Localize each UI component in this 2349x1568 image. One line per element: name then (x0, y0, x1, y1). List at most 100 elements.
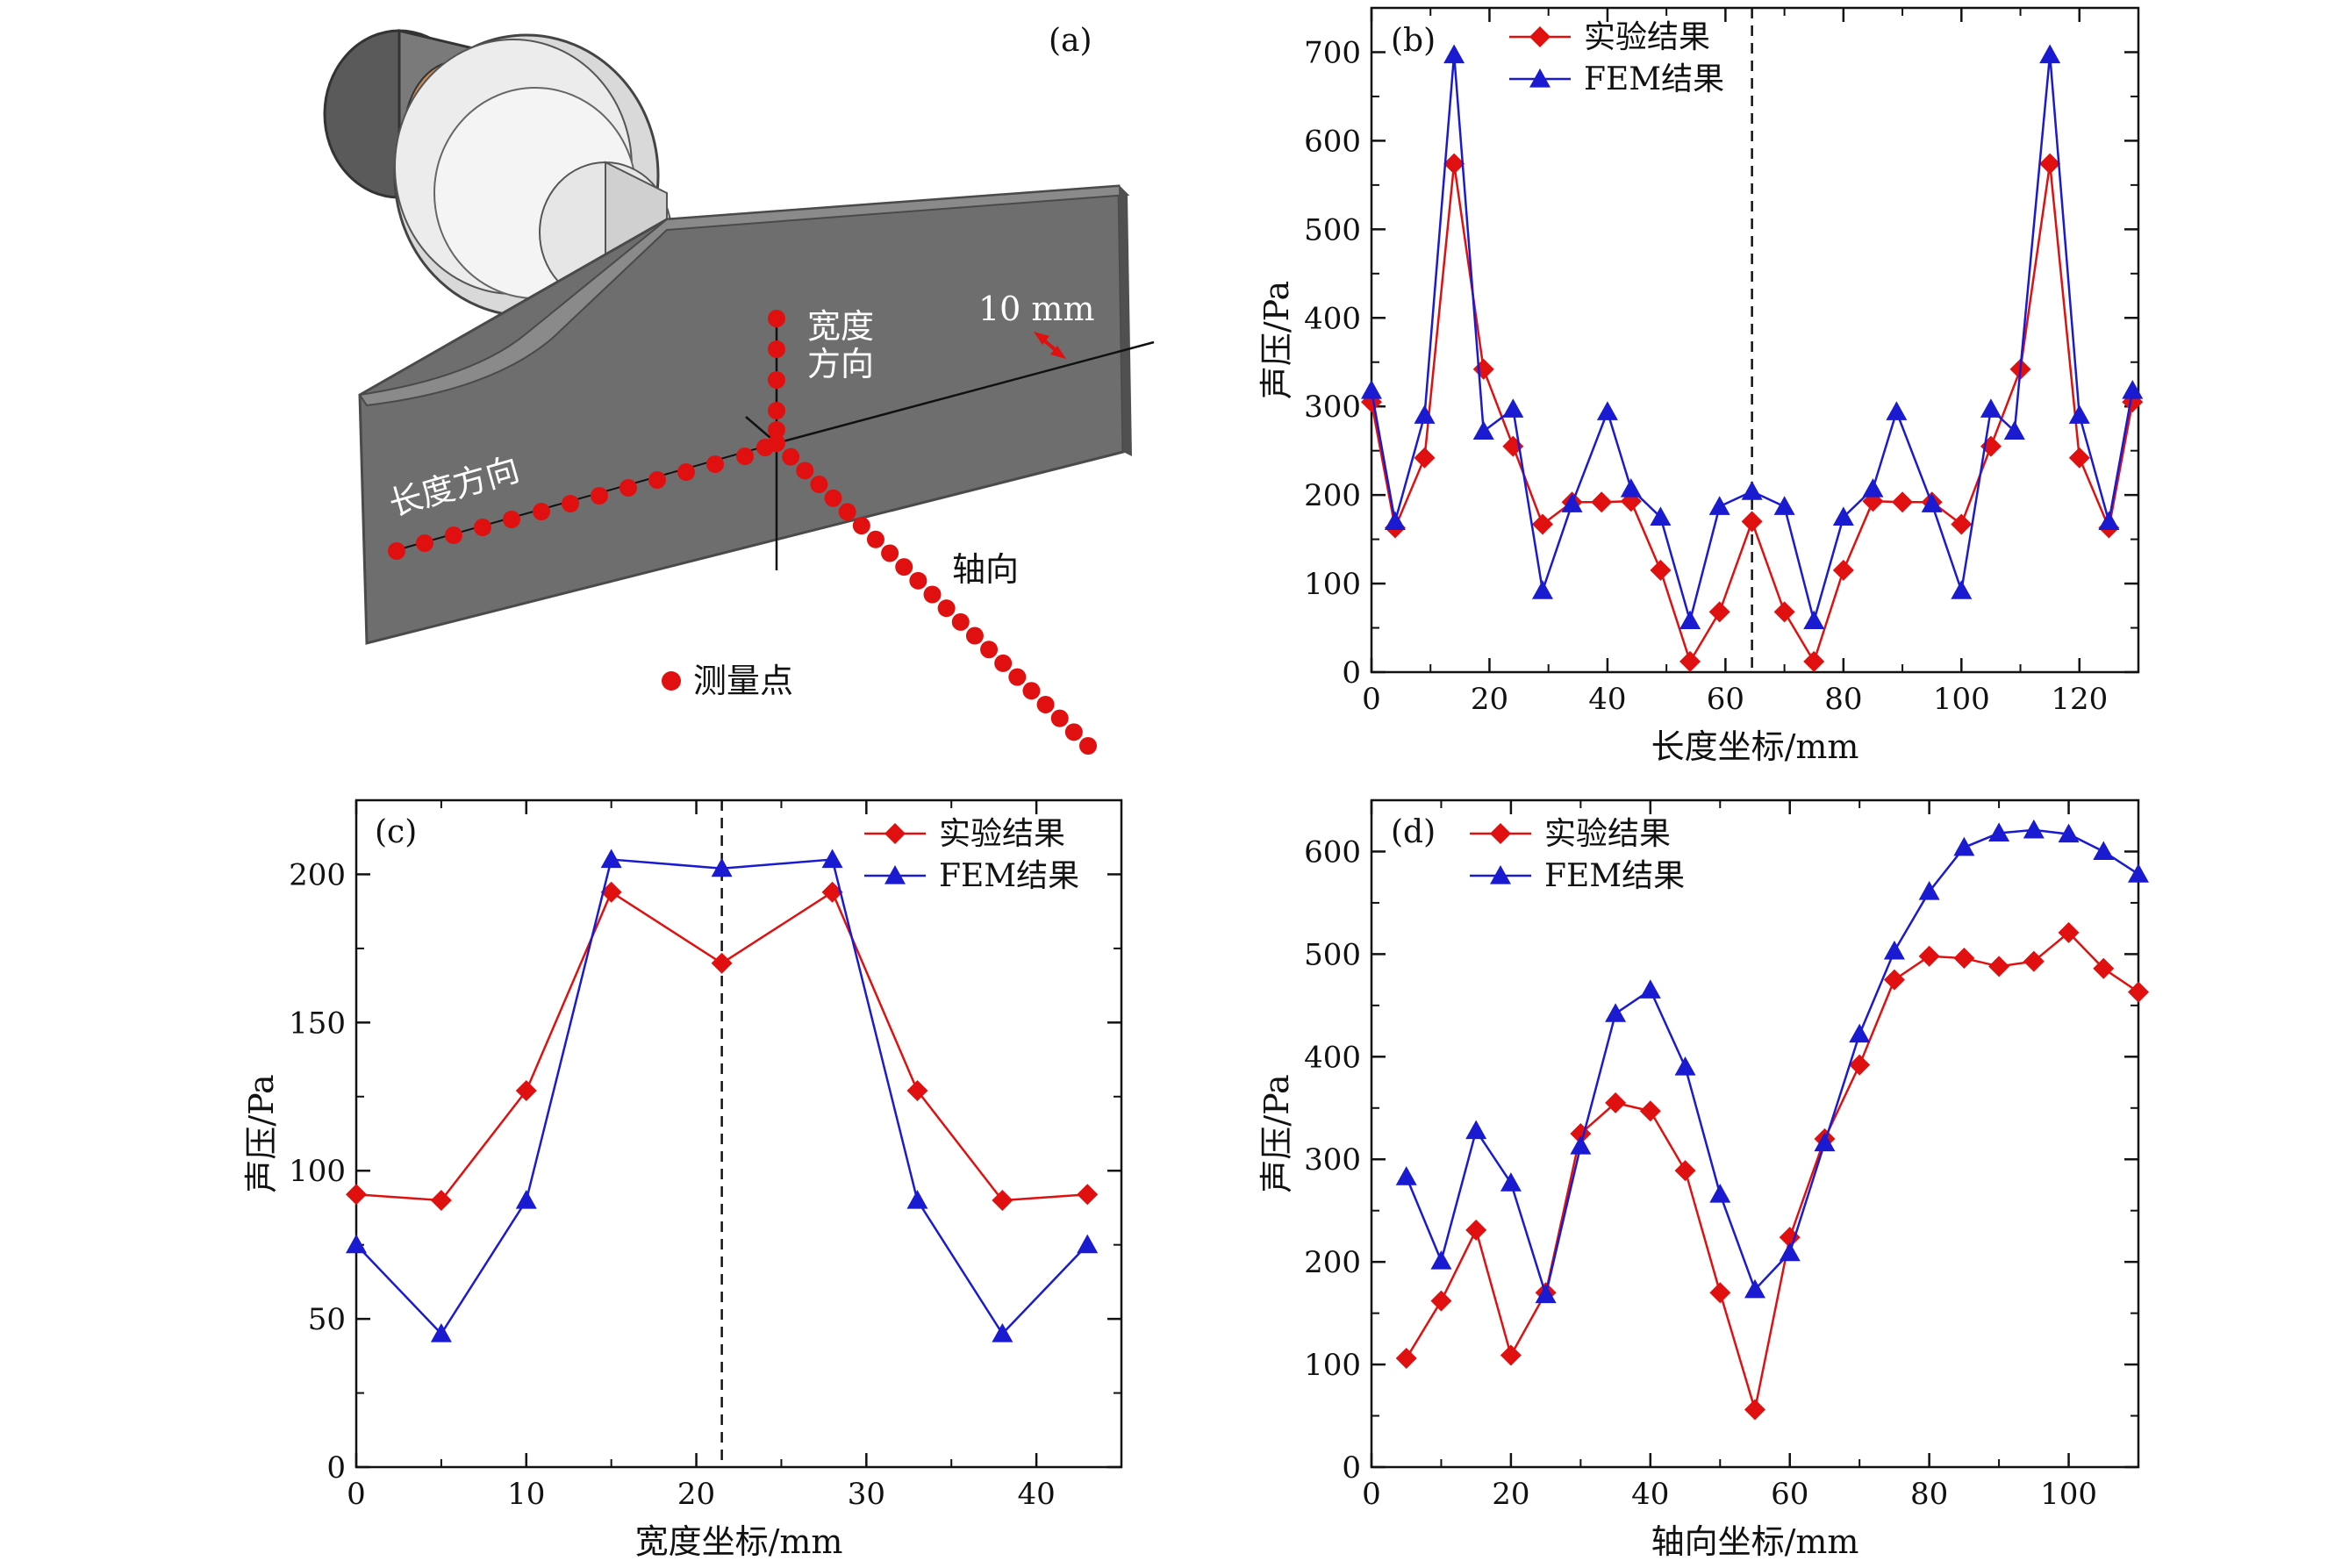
fem-data-point (2068, 405, 2090, 424)
exp-data-point (1395, 1348, 1417, 1370)
chart-b-series (1361, 44, 2144, 672)
exp-data-point (2023, 950, 2045, 972)
chart-d-legend-fem: FEM结果 (1544, 858, 1685, 894)
y-tick-label: 300 (1304, 1142, 1361, 1178)
fem-data-point (1709, 1183, 1731, 1203)
chart-b-axes: 0 20 40 60 80 100 120 0 100 200 300 400 500 600 700 (1304, 8, 2138, 717)
measurement-point (1022, 682, 1041, 700)
x-tick-label: 20 (1492, 1477, 1529, 1512)
fem-data-point (515, 1190, 537, 1209)
exp-data-point (1443, 153, 1465, 175)
legend-exp-marker (1490, 823, 1511, 844)
legend-point-marker (662, 671, 681, 691)
measurement-point (965, 626, 984, 645)
measurement-point (994, 654, 1013, 672)
y-tick-label: 150 (289, 1006, 346, 1041)
y-tick-label: 200 (1304, 1245, 1361, 1280)
measurement-point (1008, 668, 1027, 686)
chart-c-plot-area (354, 798, 1123, 1469)
fem-data-point (2093, 841, 2115, 861)
measurement-point (562, 495, 579, 512)
y-tick-label: 600 (1304, 834, 1361, 870)
chart-d-x-axis-label: 轴向坐标/mm (1651, 1522, 1859, 1561)
fem-data-point (1951, 580, 1973, 599)
exp-data-point (1849, 1054, 1871, 1076)
fem-data-point (2023, 819, 2045, 839)
chart-d-legend-exp: 实验结果 (1544, 816, 1671, 852)
fem-data-point (1639, 979, 1661, 999)
measurement-point (648, 471, 666, 489)
exp-data-point (2128, 981, 2149, 1003)
fem-data-point (1773, 496, 1795, 515)
x-tick-label: 20 (1471, 682, 1508, 717)
y-tick-label: 0 (1342, 1450, 1361, 1486)
exp-data-point (1674, 1160, 1696, 1182)
exp-data-point (600, 881, 622, 903)
y-tick-label: 100 (1304, 1348, 1361, 1383)
exp-data-point (992, 1190, 1013, 1211)
fem-data-point (1953, 836, 1975, 856)
exp-data-point (1803, 650, 1825, 672)
fem-data-point (1779, 1242, 1801, 1262)
x-tick-label: 60 (1707, 682, 1744, 717)
chart-d-plot-area (1370, 798, 2140, 1469)
fem-data-point (711, 857, 733, 877)
chart-c-legend-exp: 实验结果 (939, 816, 1065, 852)
fem-data-point (1849, 1023, 1871, 1043)
y-tick-label: 0 (326, 1450, 346, 1486)
measurement-point (951, 612, 970, 631)
chart-b-tag: (b) (1391, 23, 1436, 59)
y-tick-label: 50 (308, 1302, 346, 1337)
measurement-point (736, 447, 754, 465)
measurement-point (768, 421, 785, 439)
measurement-point (591, 487, 608, 505)
fem-data-point (430, 1323, 452, 1342)
exp-data-point (2039, 153, 2061, 175)
chart-c-tag: (c) (375, 814, 417, 850)
fem-data-point (1531, 580, 1553, 599)
chart-b-legend: 实验结果 FEM结果 (1509, 19, 1724, 97)
chart-d: 0 20 40 60 80 100 0 100 200 300 400 500 600 (d) 轴向坐标… (1257, 798, 2149, 1561)
fem-data-point (1500, 1172, 1522, 1192)
chart-d-tag: (d) (1391, 814, 1436, 850)
x-tick-label: 80 (1910, 1477, 1948, 1512)
y-tick-label: 400 (1304, 1040, 1361, 1075)
measurement-point (677, 463, 695, 481)
exp-data-point (2058, 921, 2080, 943)
y-tick-label: 300 (1304, 390, 1361, 425)
exp-data-point (2068, 447, 2090, 469)
fem-data-point (1883, 940, 1905, 960)
measurement-point (388, 542, 405, 560)
fem-data-point (1679, 610, 1701, 630)
x-tick-label: 30 (848, 1477, 885, 1512)
fem-data-point (1535, 1284, 1557, 1304)
fem-data-point (1650, 506, 1672, 526)
exp-data-point (1414, 447, 1436, 469)
measurement-point (768, 310, 785, 327)
fem-data-point (1472, 420, 1494, 440)
chart-b-x-axis-label: 长度坐标/mm (1651, 727, 1859, 766)
fem-data-point (1395, 1166, 1417, 1185)
fem-data-point (1465, 1120, 1487, 1140)
legend-fem-marker (1490, 865, 1511, 884)
fem-data-point (1741, 481, 1763, 500)
exp-data-point (1741, 511, 1763, 533)
exp-data-point (430, 1190, 452, 1211)
exp-data-point (1883, 969, 1905, 991)
legend-fem-marker (1529, 68, 1550, 88)
x-tick-label: 40 (1588, 682, 1626, 717)
chart-d-y-axis-label: 声压/Pa (1257, 1074, 1296, 1192)
fem-data-point (1620, 478, 1642, 498)
measurement-point (416, 534, 433, 552)
measurement-point (782, 447, 800, 466)
fem-data-point (2128, 863, 2149, 883)
exp-data-point (1591, 491, 1613, 513)
exp-data-point (346, 1184, 367, 1206)
measurement-point (980, 641, 999, 659)
x-tick-label: 100 (2040, 1477, 2097, 1512)
exp-data-point (1605, 1092, 1627, 1113)
exp-data-point (1639, 1100, 1661, 1122)
measurement-point (796, 462, 814, 480)
axial-direction-label: 轴向 (952, 550, 1019, 589)
chart-c-legend-fem: FEM结果 (939, 858, 1079, 894)
